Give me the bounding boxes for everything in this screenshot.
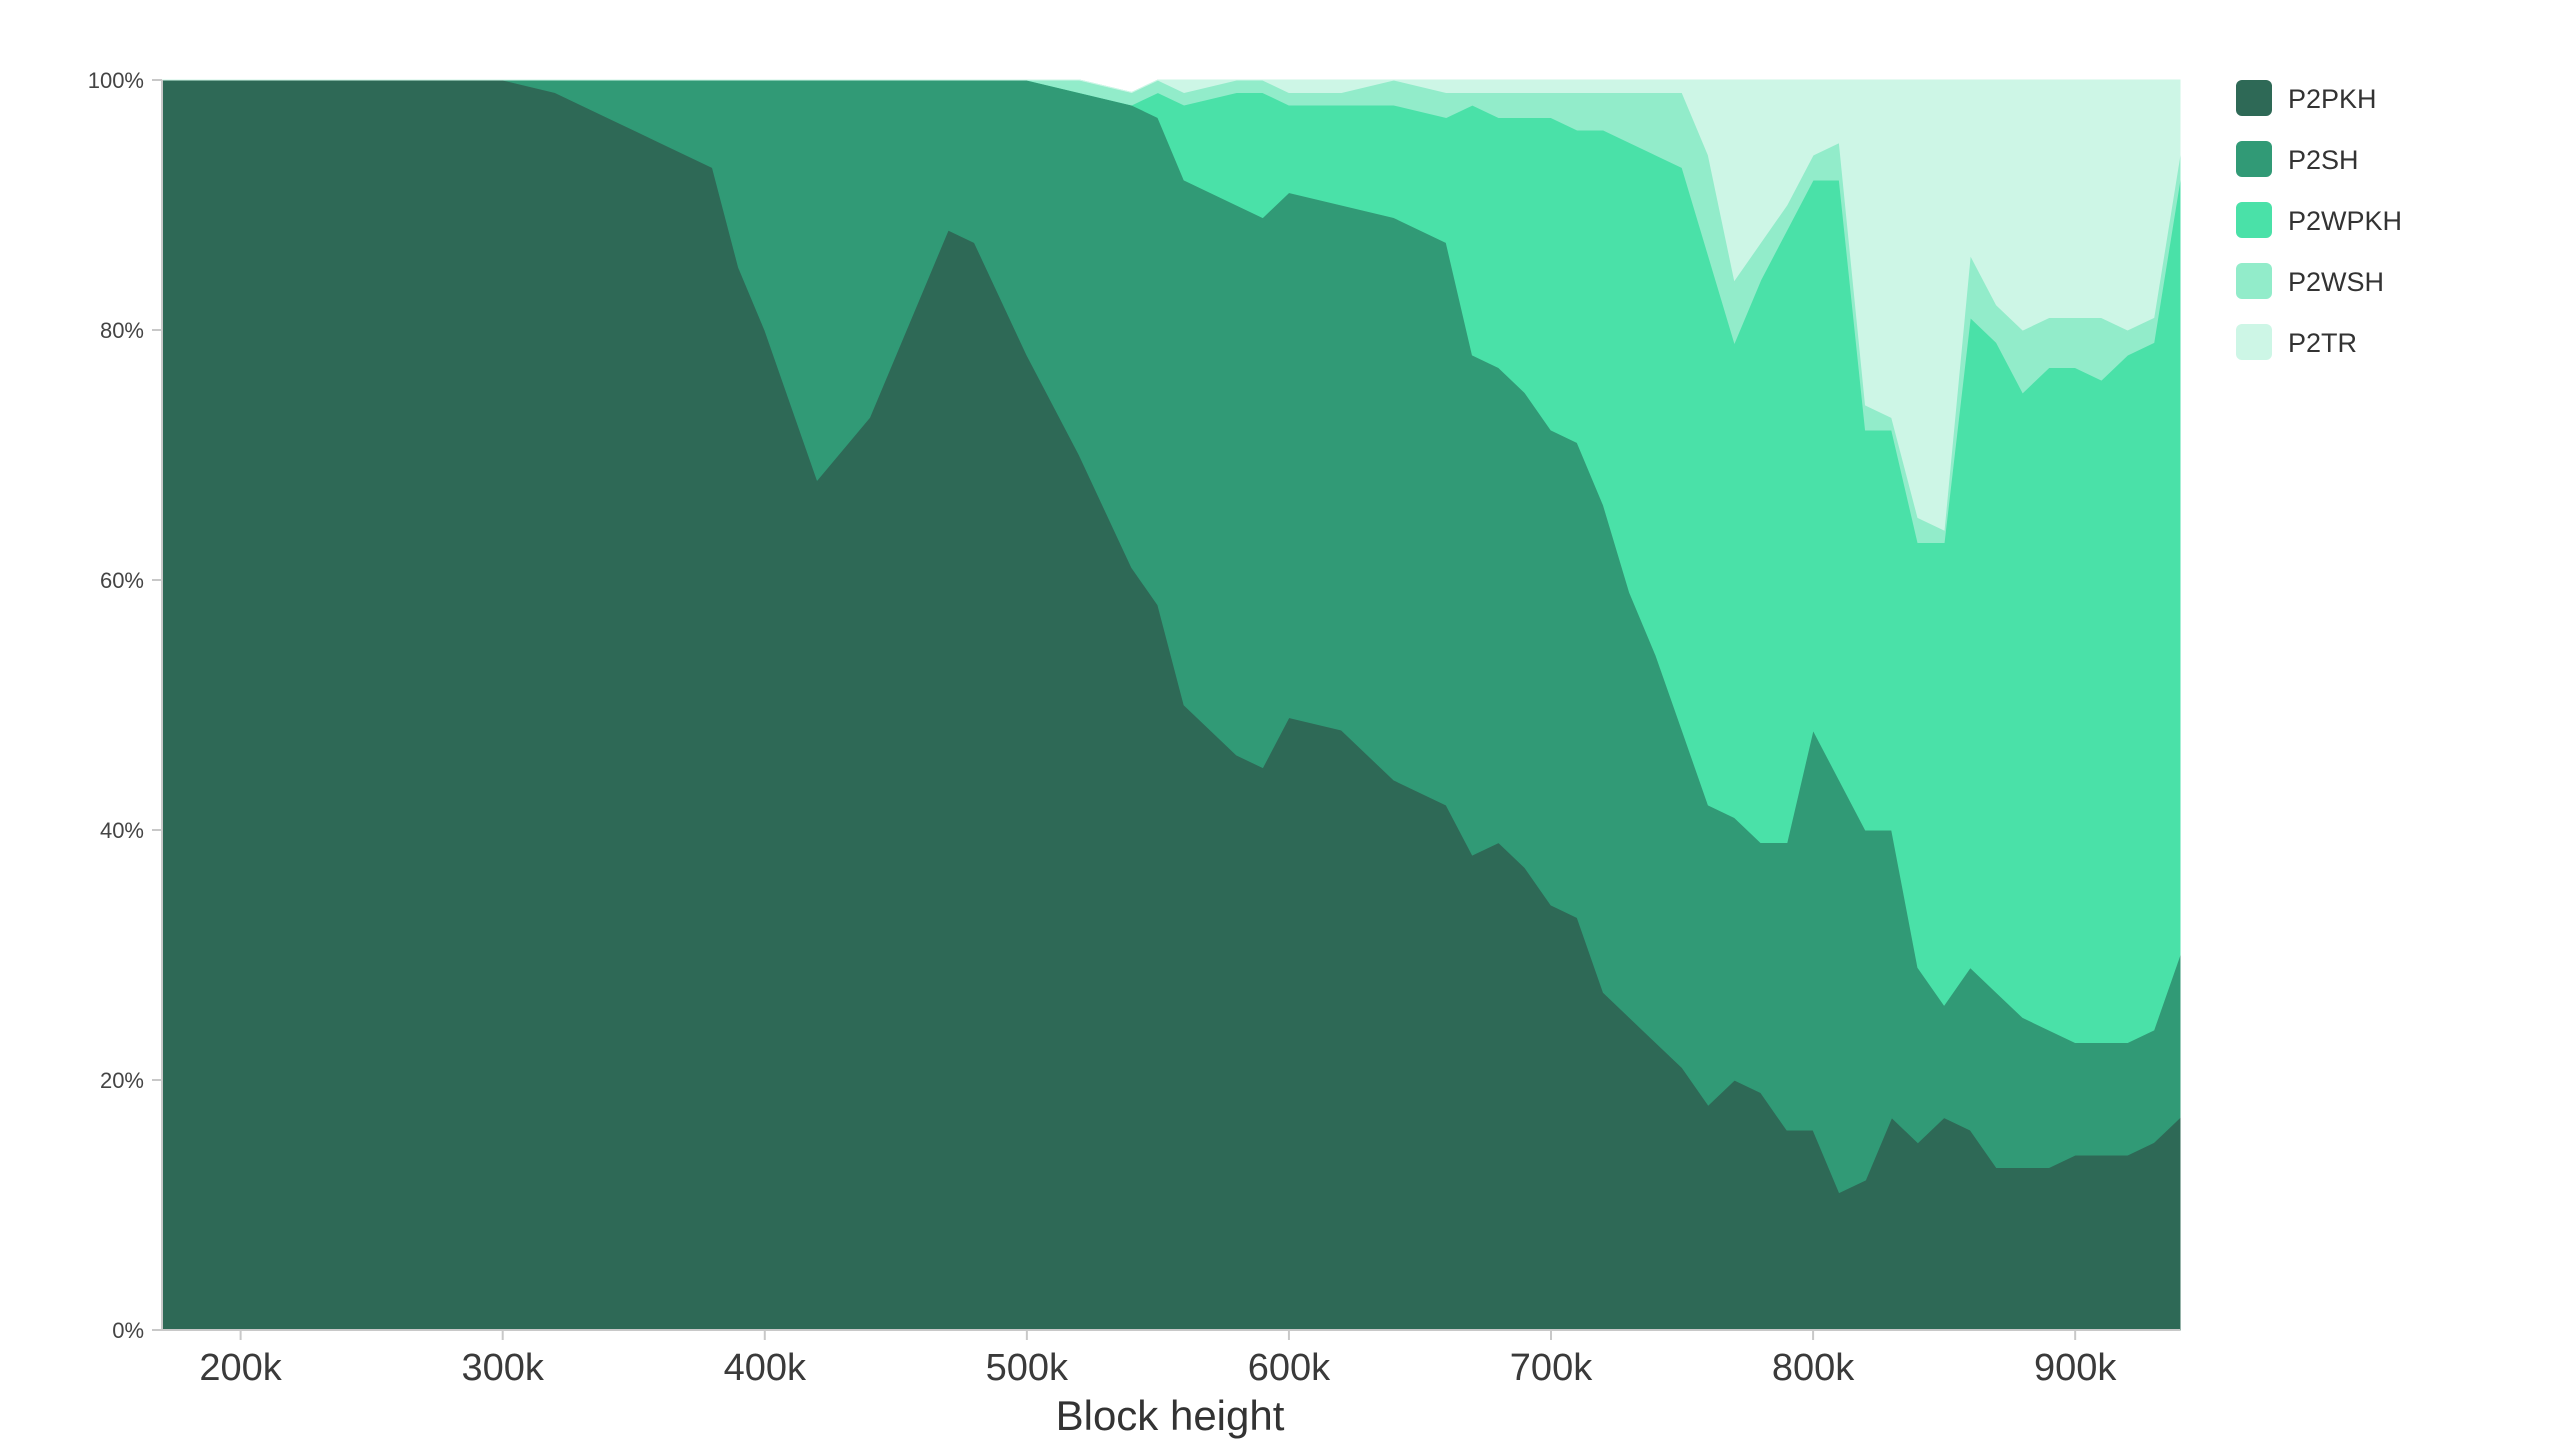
area-p2tr (162, 79, 2181, 531)
legend-item-p2pkh[interactable]: P2PKH (2236, 80, 2377, 116)
y-tick-label: 100% (88, 68, 144, 93)
axes (161, 80, 2180, 1331)
x-axis-ticks: 200k 300k 400k 500k 600k 700k 800k 900k (199, 1330, 2117, 1389)
legend-label: P2TR (2288, 328, 2357, 358)
y-tick-label: 40% (100, 818, 144, 843)
y-tick-label: 60% (100, 568, 144, 593)
legend-swatch (2236, 324, 2272, 360)
legend-item-p2sh[interactable]: P2SH (2236, 141, 2359, 177)
x-tick-label: 200k (199, 1347, 282, 1389)
x-tick-label: 600k (1248, 1347, 1331, 1389)
legend-swatch (2236, 202, 2272, 238)
legend-label: P2WPKH (2288, 206, 2402, 236)
x-tick-label: 400k (724, 1347, 807, 1389)
legend-item-p2tr[interactable]: P2TR (2236, 324, 2357, 360)
legend-label: P2PKH (2288, 84, 2377, 114)
legend-label: P2SH (2288, 145, 2359, 175)
x-tick-label: 500k (986, 1347, 1069, 1389)
legend-item-p2wpkh[interactable]: P2WPKH (2236, 202, 2402, 238)
legend-swatch (2236, 141, 2272, 177)
y-tick-label: 80% (100, 318, 144, 343)
legend-swatch (2236, 263, 2272, 299)
legend-item-p2wsh[interactable]: P2WSH (2236, 263, 2384, 299)
x-tick-label: 800k (1772, 1347, 1855, 1389)
legend-label: P2WSH (2288, 267, 2384, 297)
y-axis-ticks: 0% 20% 40% 60% 80% 100% (88, 68, 162, 1343)
legend: P2PKH P2SH P2WPKH P2WSH P2TR (2236, 80, 2402, 360)
x-tick-label: 900k (2034, 1347, 2117, 1389)
legend-swatch (2236, 80, 2272, 116)
x-tick-label: 700k (1510, 1347, 1593, 1389)
x-axis-title: Block height (1056, 1392, 1285, 1439)
y-tick-label: 0% (112, 1318, 144, 1343)
y-tick-label: 20% (100, 1068, 144, 1093)
x-tick-label: 300k (461, 1347, 544, 1389)
series-areas (161, 79, 2181, 1331)
